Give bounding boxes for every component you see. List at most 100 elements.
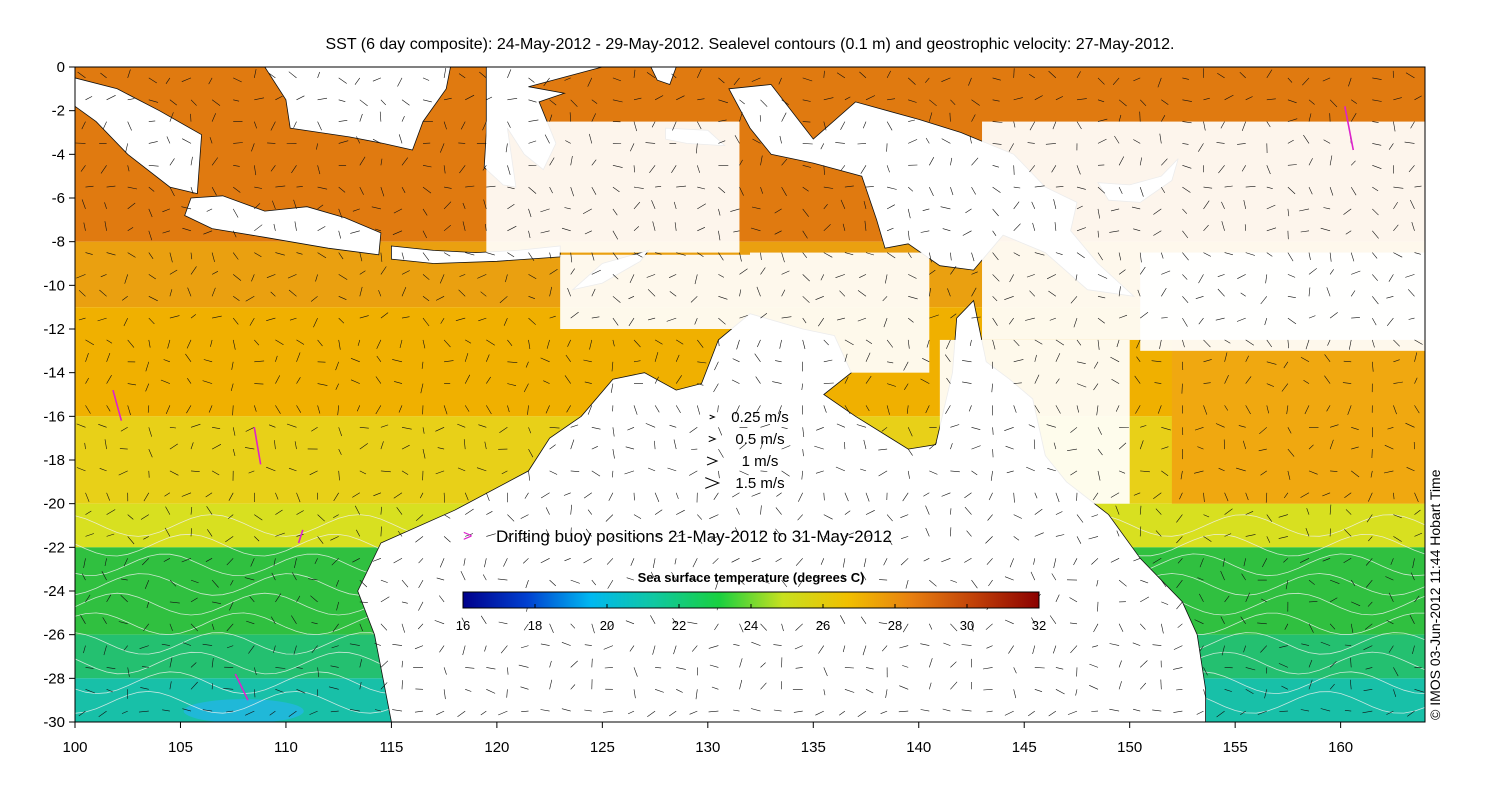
velocity-arrow [1266, 69, 1273, 79]
velocity-arrow [760, 187, 763, 194]
x-axis: 100 105 110 115 120 125 130 135 140 145 150 155 160 [62, 722, 1353, 756]
velocity-arrow [1118, 314, 1128, 319]
velocity-arrow [655, 252, 662, 255]
velocity-arrow [251, 274, 255, 282]
velocity-arrow [713, 383, 719, 393]
velocity-arrow [925, 527, 930, 537]
cloud-gap [750, 252, 930, 373]
velocity-arrow [1161, 287, 1167, 297]
velocity-arrow [1260, 470, 1267, 476]
velocity-arrow [1159, 339, 1162, 349]
velocity-arrow [969, 339, 972, 346]
velocity-arrow [633, 514, 642, 519]
velocity-arrow [207, 529, 213, 537]
velocity-arrow [465, 339, 472, 344]
velocity-arrow [507, 667, 509, 675]
velocity-arrow [964, 558, 972, 563]
borneo-land [264, 67, 451, 151]
velocity-arrow [971, 445, 981, 450]
velocity-arrow [254, 383, 264, 385]
velocity-arrow [1029, 165, 1036, 173]
velocity-arrow [375, 376, 382, 384]
velocity-arrow [138, 710, 149, 713]
velocity-arrow [718, 296, 728, 300]
velocity-arrow [649, 165, 656, 173]
velocity-arrow [633, 69, 636, 78]
velocity-arrow [1034, 339, 1043, 345]
velocity-arrow [760, 579, 770, 584]
velocity-arrow [165, 77, 171, 84]
velocity-arrow [507, 252, 515, 258]
velocity-arrow [85, 689, 95, 694]
velocity-arrow [81, 573, 86, 581]
velocity-arrow [296, 492, 301, 503]
velocity-arrow [230, 383, 234, 391]
velocity-arrow [844, 667, 854, 669]
velocity-arrow [275, 95, 283, 101]
velocity-arrow [499, 296, 508, 304]
velocity-arrow [462, 645, 466, 656]
velocity-arrow [564, 375, 571, 384]
velocity-arrow [815, 470, 824, 474]
velocity-arrow [485, 223, 487, 231]
velocity-arrow [181, 492, 192, 497]
velocity-arrow [1347, 405, 1352, 415]
velocity-arrow [1089, 663, 1099, 668]
velocity-arrow [1203, 200, 1210, 210]
velocity-arrow [269, 710, 276, 716]
velocity-arrow [359, 315, 369, 319]
velocity-arrow [1329, 155, 1333, 166]
velocity-arrow [211, 186, 217, 196]
velocity-arrow [359, 623, 363, 632]
velocity-arrow [1076, 383, 1087, 388]
velocity-arrow [816, 427, 824, 431]
velocity-arrow [697, 68, 702, 79]
velocity-arrow [165, 506, 171, 515]
velocity-arrow [844, 492, 849, 502]
velocity-arrow [1393, 201, 1398, 210]
velocity-arrow [739, 99, 745, 105]
velocity-arrow [457, 710, 466, 717]
velocity-arrow [669, 710, 677, 717]
velocity-arrow [378, 290, 382, 297]
velocity-arrow [1067, 710, 1078, 715]
velocity-arrow [823, 536, 831, 542]
velocity-arrow [1345, 509, 1352, 515]
velocity-arrow [718, 99, 728, 104]
velocity-arrow [83, 645, 86, 654]
velocity-arrow [902, 492, 909, 502]
velocity-arrow [1161, 317, 1168, 319]
velocity-arrow [676, 667, 686, 670]
velocity-arrow [401, 270, 410, 275]
velocity-arrow [1053, 442, 1057, 450]
velocity-arrow [802, 165, 812, 168]
velocity-arrow [697, 339, 704, 348]
velocity-arrow [464, 374, 471, 384]
velocity-arrow [549, 315, 556, 319]
velocity-arrow [443, 514, 451, 519]
velocity-arrow [167, 339, 171, 349]
velocity-arrow [127, 405, 131, 416]
velocity-arrow [392, 709, 403, 712]
velocity-arrow [232, 405, 234, 416]
velocity-arrow [254, 97, 265, 101]
velocity-arrow [969, 135, 972, 144]
velocity-arrow [1116, 530, 1120, 537]
velocity-arrow [1055, 667, 1064, 670]
velocity-arrow [549, 579, 557, 587]
velocity-arrow [992, 208, 999, 217]
velocity-arrow [1013, 689, 1017, 699]
velocity-arrow [587, 77, 593, 87]
velocity-arrow [695, 689, 698, 700]
velocity-arrow [1069, 597, 1078, 603]
velocity-arrow [1055, 511, 1063, 515]
velocity-legend-arrow-icon [708, 435, 717, 443]
velocity-arrow [1111, 379, 1120, 384]
velocity-arrow [1245, 252, 1255, 256]
velocity-arrow [478, 317, 487, 322]
velocity-arrow [1160, 679, 1162, 690]
velocity-arrow [941, 77, 951, 82]
velocity-arrow [1323, 139, 1331, 144]
velocity-arrow [697, 227, 706, 232]
velocity-arrow [401, 444, 410, 450]
